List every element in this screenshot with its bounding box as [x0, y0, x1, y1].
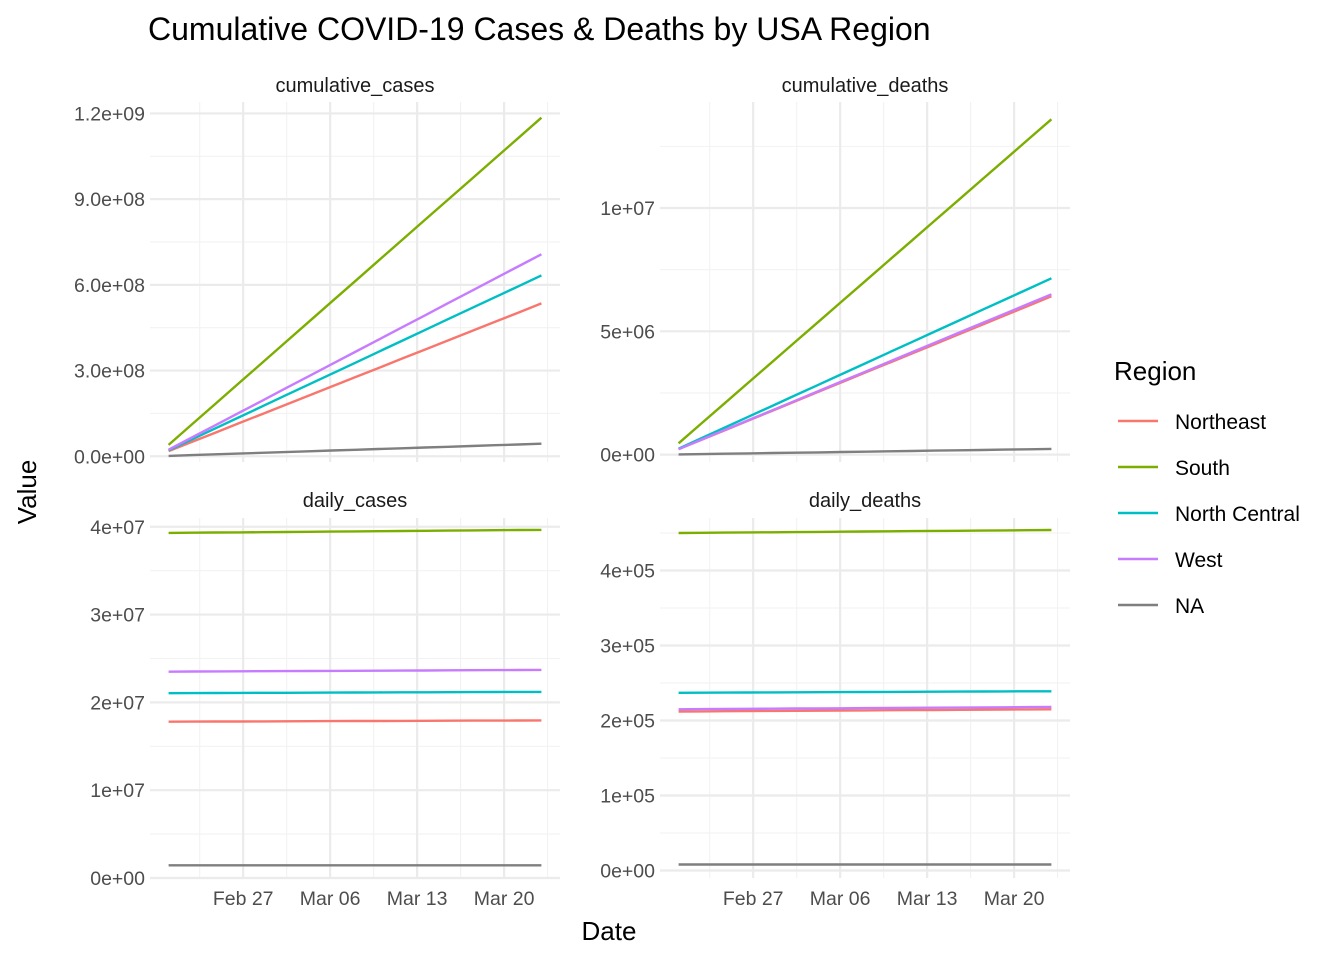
panel-cumulative_cases: 0.0e+00 3.0e+08 6.0e+08 9.0e+08 1.2e+09 cumul… — [74, 75, 560, 468]
series-line-west — [168, 253, 542, 451]
x-tick-label: Mar 06 — [810, 888, 871, 910]
x-tick-label: Mar 13 — [897, 888, 958, 910]
y-tick-label: 0e+00 — [600, 861, 655, 883]
legend-label: West — [1175, 549, 1223, 572]
facet-strip-label: daily_deaths — [809, 490, 921, 512]
series-line-south — [168, 528, 542, 535]
x-tick-label: Mar 20 — [984, 888, 1045, 910]
facet-strip-label: cumulative_cases — [276, 75, 435, 97]
x-tick-label: Feb 27 — [723, 888, 784, 910]
series-line-north-central — [168, 690, 542, 695]
series-line-north-central — [678, 277, 1052, 450]
y-tick-label: 6.0e+08 — [74, 275, 145, 297]
chart-title: Cumulative COVID-19 Cases & Deaths by US… — [148, 11, 931, 47]
y-tick-label: 4e+05 — [600, 561, 655, 583]
legend-label: South — [1175, 457, 1230, 480]
panel-cumulative_deaths: 0e+00 5e+06 1e+07 cumulative_deaths — [600, 75, 1070, 467]
facet-panels: 0.0e+00 3.0e+08 6.0e+08 9.0e+08 1.2e+09 cumul… — [74, 75, 1070, 910]
series-line-na — [678, 447, 1052, 456]
y-tick-label: 0e+00 — [600, 445, 655, 467]
x-tick-label: Mar 13 — [387, 888, 448, 910]
series-line-northeast — [168, 719, 542, 723]
y-tick-label: 3e+05 — [600, 636, 655, 658]
series-line-south — [167, 116, 543, 446]
y-tick-label: 1e+07 — [90, 780, 145, 802]
y-tick-label: 1e+05 — [600, 786, 655, 808]
x-tick-label: Mar 20 — [474, 888, 535, 910]
y-tick-label: 1.2e+09 — [74, 103, 145, 125]
series-line-northeast — [168, 302, 542, 453]
legend: Region Northeast South North Central West NA — [1114, 356, 1300, 618]
legend-title: Region — [1114, 356, 1196, 386]
series-line-west — [678, 705, 1052, 711]
series-line-north-central — [678, 690, 1052, 694]
y-tick-label: 2e+05 — [600, 711, 655, 733]
panel-daily_deaths: 0e+00 1e+05 2e+05 3e+05 4e+05 Feb 27 Mar 06 Mar… — [600, 490, 1070, 910]
facet-strip-label: daily_cases — [303, 490, 408, 512]
series-line-na — [168, 442, 542, 458]
series-line-west — [168, 668, 542, 673]
y-tick-label: 3e+07 — [90, 605, 145, 627]
y-tick-label: 1e+07 — [600, 198, 655, 220]
series-line-north-central — [168, 274, 542, 452]
y-tick-label: 5e+06 — [600, 321, 655, 343]
y-axis-title: Value — [12, 460, 42, 525]
series-line-south — [677, 118, 1053, 445]
series-line-west — [678, 293, 1052, 451]
x-axis-title: Date — [582, 916, 637, 946]
series-line-northeast — [678, 708, 1052, 713]
legend-label: NA — [1175, 595, 1204, 618]
y-tick-label: 3.0e+08 — [74, 361, 145, 383]
legend-label: North Central — [1175, 503, 1300, 526]
y-tick-label: 0.0e+00 — [74, 446, 145, 468]
x-tick-label: Feb 27 — [213, 888, 274, 910]
y-tick-label: 2e+07 — [90, 692, 145, 714]
y-tick-label: 0e+00 — [90, 868, 145, 890]
legend-label: Northeast — [1175, 411, 1266, 434]
y-tick-label: 9.0e+08 — [74, 189, 145, 211]
series-line-south — [678, 528, 1052, 535]
panel-daily_cases: 0e+00 1e+07 2e+07 3e+07 4e+07 Feb 27 Mar 06 Mar… — [90, 490, 560, 910]
x-tick-label: Mar 06 — [300, 888, 361, 910]
facet-strip-label: cumulative_deaths — [782, 75, 949, 97]
y-tick-label: 4e+07 — [90, 517, 145, 539]
